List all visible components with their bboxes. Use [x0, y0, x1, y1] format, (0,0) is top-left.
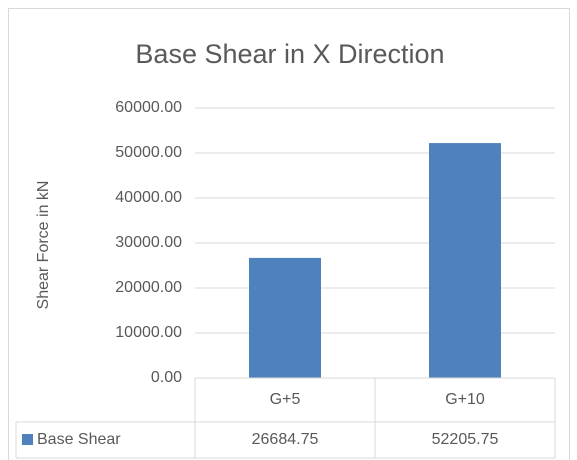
- legend-key: [22, 434, 33, 445]
- y-tick-label: 50000.00: [115, 144, 182, 161]
- y-tick-label: 0.00: [151, 369, 182, 386]
- table-value: 26684.75: [252, 431, 319, 448]
- y-tick-label: 30000.00: [115, 234, 182, 251]
- chart-title: Base Shear in X Direction: [135, 39, 444, 69]
- x-tick-label: G+5: [270, 391, 301, 408]
- table-value: 52205.75: [432, 431, 499, 448]
- legend-label: Base Shear: [37, 431, 121, 448]
- y-axis-label: Shear Force in kN: [35, 181, 52, 310]
- bar: [429, 143, 501, 378]
- bar: [249, 257, 321, 378]
- x-tick-label: G+10: [445, 391, 485, 408]
- y-tick-label: 60000.00: [115, 99, 182, 116]
- y-tick-label: 10000.00: [115, 324, 182, 341]
- y-tick-label: 40000.00: [115, 189, 182, 206]
- y-tick-label: 20000.00: [115, 279, 182, 296]
